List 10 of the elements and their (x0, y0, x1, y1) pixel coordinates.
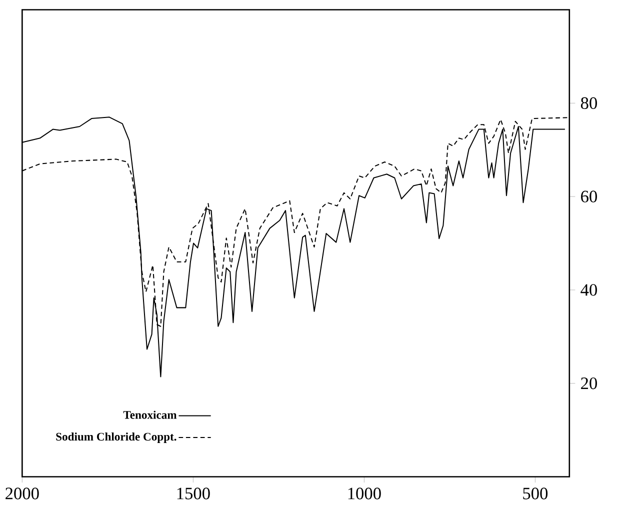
x-tick-label: 500 (523, 488, 548, 500)
y-tick-label: 40 (580, 284, 597, 296)
y-tick-label: 80 (580, 97, 597, 110)
x-tick-label: 1000 (348, 488, 381, 500)
y-tick-label: 20 (581, 378, 597, 390)
legend-label: Sodium Chloride Coppt. (56, 432, 176, 443)
y-tick-label: 60 (581, 190, 597, 202)
legend-label: Tenoxicam (123, 410, 177, 419)
x-tick-label: 2000 (6, 488, 39, 500)
x-tick-label: 1500 (177, 488, 210, 500)
